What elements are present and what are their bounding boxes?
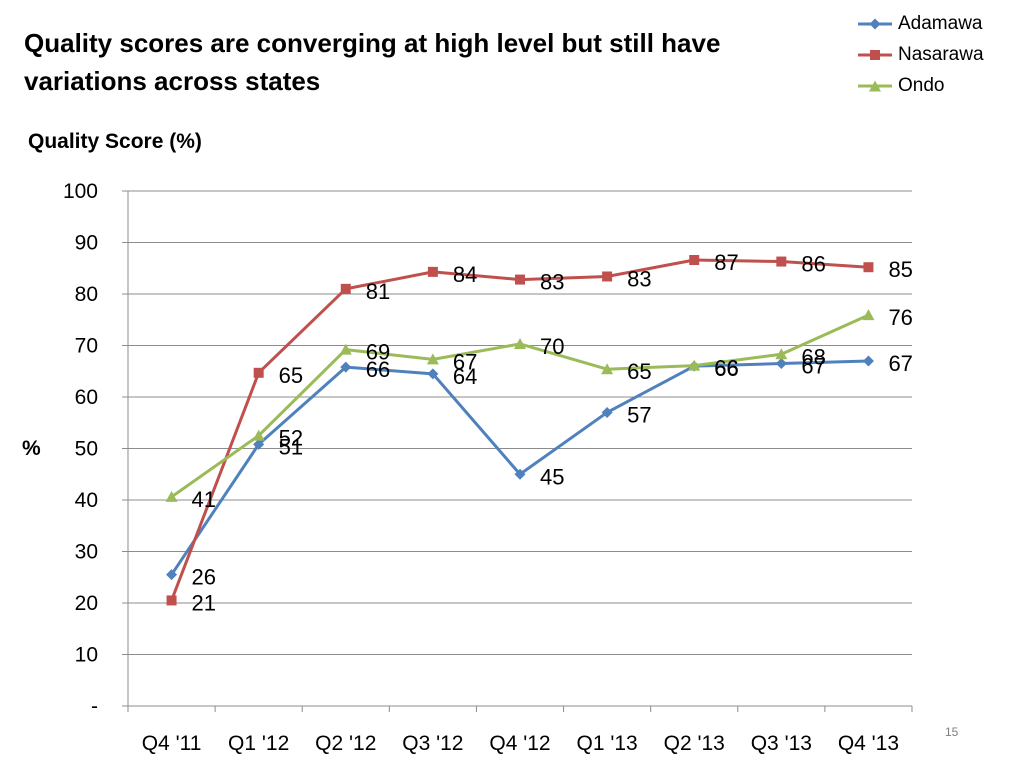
legend-item-adamawa: Adamawa (858, 8, 984, 39)
data-point-ondo-8 (862, 309, 875, 321)
data-point-nasarawa-2 (340, 283, 351, 294)
data-label-nasarawa-5: 83 (627, 266, 651, 291)
data-label-adamawa-1: 51 (279, 434, 303, 459)
data-point-adamawa-5 (601, 406, 613, 418)
data-label-adamawa-0: 26 (192, 565, 216, 590)
y-tick-label-20: 20 (75, 592, 98, 615)
data-point-nasarawa-1 (253, 367, 264, 378)
data-point-nasarawa-3 (427, 266, 438, 277)
data-point-nasarawa-8 (863, 262, 874, 273)
data-point-nasarawa-0 (166, 595, 177, 606)
legend-marker-nasarawa (858, 49, 892, 60)
y-tick-label-90: 90 (75, 232, 98, 255)
legend-label-adamawa: Adamawa (898, 13, 983, 34)
x-tick-label-0: Q4 '11 (142, 732, 202, 755)
y-tick-label-50: 50 (75, 438, 98, 461)
data-label-nasarawa-3: 84 (453, 262, 477, 287)
data-label-nasarawa-8: 85 (888, 257, 912, 282)
data-label-adamawa-7: 67 (801, 354, 825, 379)
data-point-nasarawa-7 (776, 256, 787, 267)
series-line-adamawa (170, 359, 869, 576)
data-label-nasarawa-0: 21 (192, 590, 216, 615)
data-point-nasarawa-4 (515, 274, 525, 285)
y-tick-label-10: 10 (75, 644, 98, 667)
data-label-ondo-7: 68 (801, 344, 825, 369)
x-tick-label-1: Q1 '12 (228, 732, 289, 755)
data-label-ondo-2: 69 (366, 340, 390, 365)
data-label-adamawa-4: 45 (540, 464, 564, 489)
data-point-ondo-6 (688, 359, 701, 371)
data-label-adamawa-5: 57 (627, 402, 651, 427)
data-label-nasarawa-7: 86 (801, 252, 825, 277)
data-point-ondo-3 (426, 353, 439, 365)
y-tick-label-30: 30 (75, 541, 98, 564)
x-tick-label-8: Q4 '13 (838, 732, 899, 755)
data-label-ondo-4: 70 (540, 334, 564, 359)
data-point-adamawa-0 (166, 569, 178, 581)
data-point-adamawa-8 (862, 355, 874, 367)
x-tick-label-5: Q1 '13 (577, 732, 638, 755)
data-label-ondo-8: 76 (888, 305, 912, 330)
x-tick-label-4: Q4 '12 (489, 732, 550, 755)
data-label-ondo-1: 52 (279, 426, 303, 451)
data-point-nasarawa-5 (602, 271, 613, 282)
data-label-adamawa-2: 66 (366, 357, 390, 382)
x-tick-label-6: Q2 '13 (664, 732, 725, 755)
data-point-adamawa-2 (340, 361, 352, 373)
y-tick-label-0: - (91, 695, 98, 718)
data-point-adamawa-7 (775, 358, 787, 370)
slide-title: Quality scores are converging at high le… (24, 28, 721, 96)
chart-title: Quality Score (%) (28, 130, 202, 153)
data-label-adamawa-8: 67 (888, 351, 912, 376)
data-point-adamawa-1 (253, 438, 265, 450)
y-tick-label-100: 100 (63, 180, 98, 203)
x-tick-label-3: Q3 '12 (402, 732, 463, 755)
x-tick-label-2: Q2 '12 (315, 732, 376, 755)
legend-label-ondo: Ondo (898, 75, 945, 96)
y-axis-label: % (22, 437, 41, 460)
legend-marker-adamawa (858, 18, 892, 29)
legend-item-ondo: Ondo (858, 70, 984, 101)
data-point-ondo-7 (775, 348, 788, 360)
x-tick-label-7: Q3 '13 (751, 732, 812, 755)
data-label-nasarawa-2: 81 (366, 279, 390, 304)
data-point-adamawa-4 (514, 468, 526, 480)
legend-label-nasarawa: Nasarawa (898, 44, 984, 65)
data-point-ondo-0 (165, 490, 178, 502)
data-label-nasarawa-4: 83 (540, 270, 564, 295)
data-point-ondo-4 (514, 337, 526, 349)
y-tick-label-60: 60 (75, 386, 98, 409)
legend-item-nasarawa: Nasarawa (858, 39, 984, 70)
data-label-ondo-5: 65 (627, 359, 651, 384)
data-point-ondo-2 (339, 343, 352, 355)
data-label-adamawa-3: 64 (453, 364, 477, 389)
y-tick-label-70: 70 (75, 335, 98, 358)
data-label-nasarawa-6: 87 (714, 250, 738, 275)
chart-legend: Adamawa Nasarawa Ondo (858, 8, 984, 101)
data-label-nasarawa-1: 65 (279, 363, 303, 388)
data-point-ondo-1 (252, 429, 265, 441)
y-tick-label-80: 80 (75, 283, 98, 306)
data-label-ondo-0: 41 (192, 487, 216, 512)
data-label-ondo-6: 66 (714, 356, 738, 381)
data-point-ondo-5 (601, 363, 614, 375)
y-tick-label-40: 40 (75, 489, 98, 512)
data-point-adamawa-3 (427, 368, 439, 380)
data-point-nasarawa-6 (689, 255, 700, 266)
page-number: 15 (945, 725, 959, 739)
data-label-ondo-3: 67 (453, 349, 477, 374)
legend-marker-ondo (858, 80, 892, 91)
